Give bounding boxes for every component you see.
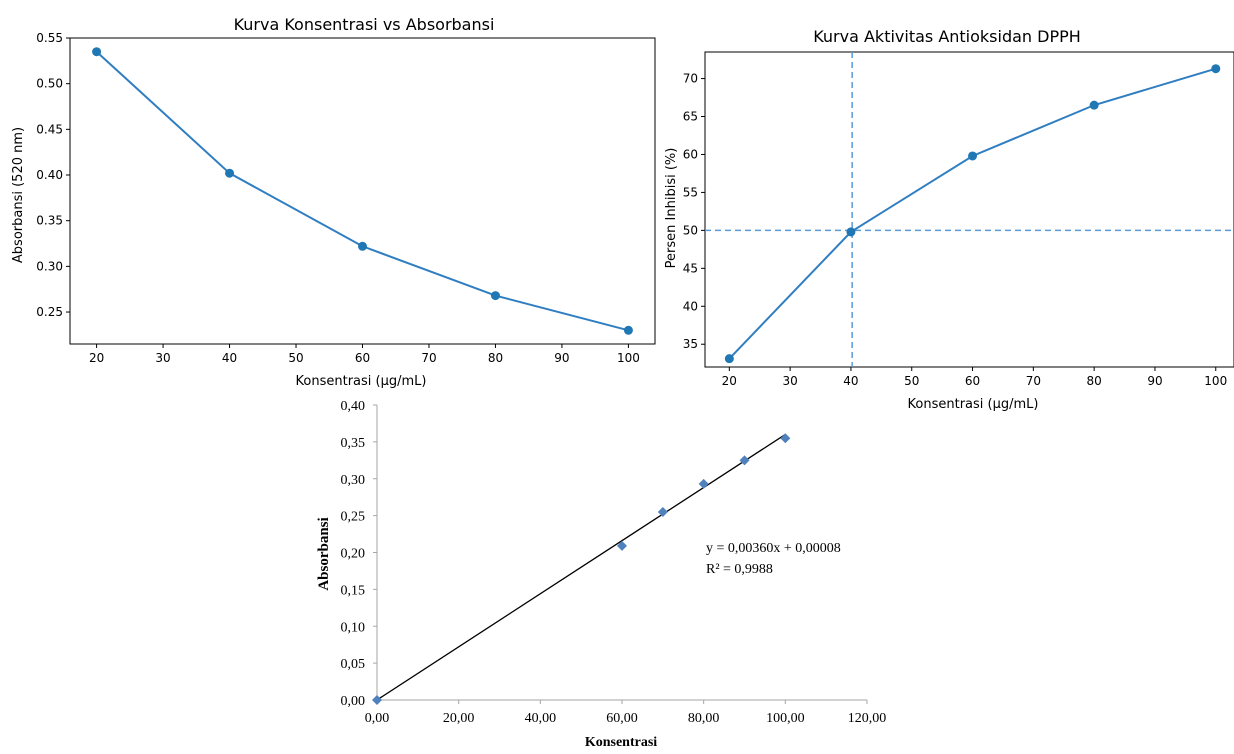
chart3-x-tick-label: 100,00 [766, 711, 805, 726]
chart3-data-point [739, 455, 750, 466]
chart1-x-tick-label: 40 [222, 351, 237, 365]
chart2-x-tick-label: 20 [722, 374, 737, 388]
chart1-series-line [95, 50, 629, 332]
chart2-plot-frame [704, 51, 1234, 368]
chart1-data-point [92, 47, 102, 57]
chart1-y-tick-label: 0.25 [36, 305, 63, 319]
chart3-x-tick-label: 0,00 [365, 711, 390, 726]
chart3-y-tick-label: 0,20 [341, 547, 366, 562]
chart2-y-tick-label: 45 [683, 261, 698, 275]
chart3-equation: y = 0,00360x + 0,00008 [706, 541, 841, 556]
chart3-x-tick-label: 120,00 [848, 711, 887, 726]
chart2-x-tick-label: 80 [1087, 374, 1102, 388]
chart3-y-tick-label: 0,00 [341, 694, 366, 709]
chart2-data-point [846, 227, 856, 237]
chart2-x-tick-label: 50 [904, 374, 919, 388]
chart3-data-point [617, 540, 627, 551]
chart2-x-tick-label: 100 [1204, 374, 1227, 388]
chart3-data-point [698, 478, 709, 489]
chart2-x-tick-label: 30 [782, 374, 797, 388]
chart1-data-point [623, 325, 633, 335]
chart2-data-point [724, 354, 734, 364]
chart1-data-point [358, 241, 367, 251]
chart1-x-tick-label: 20 [89, 351, 104, 365]
chart2-y-tick-label: 60 [683, 147, 698, 161]
chart3-data-point [372, 695, 382, 705]
chart1-ylabel: Absorbansi (520 nm) [11, 127, 26, 263]
chart1-x-tick-label: 100 [617, 351, 640, 365]
chart-calibration-curve: Absorbansi Konsentrasi y = 0,00360x + 0,… [316, 399, 887, 750]
chart1-y-tick-label: 0.30 [36, 259, 63, 273]
chart2-title: Kurva Aktivitas Antioksidan DPPH [813, 27, 1081, 46]
chart-concentration-vs-absorbance: Kurva Konsentrasi vs Absorbansi Absorban… [11, 15, 656, 389]
chart2-y-tick-label: 70 [683, 72, 698, 86]
chart2-x-tick-label: 70 [1026, 374, 1041, 388]
chart2-x-tick-label: 60 [965, 374, 980, 388]
chart1-x-tick-label: 30 [155, 351, 170, 365]
chart2-data-point [1089, 100, 1099, 110]
chart2-y-tick-label: 65 [683, 110, 698, 124]
chart1-x-tick-label: 70 [421, 351, 436, 365]
chart2-y-tick-label: 50 [683, 223, 698, 237]
chart1-title: Kurva Konsentrasi vs Absorbansi [234, 15, 495, 34]
chart3-ylabel: Absorbansi [316, 517, 332, 590]
chart3-y-tick-label: 0,35 [341, 436, 366, 451]
chart1-y-tick-label: 0.50 [36, 77, 63, 91]
chart3-x-tick-label: 40,00 [525, 711, 557, 726]
chart2-series-line [728, 67, 1217, 360]
chart3-y-tick-label: 0,10 [341, 620, 366, 635]
chart1-y-tick-label: 0.40 [36, 168, 63, 182]
chart2-xlabel: Konsentrasi (µg/mL) [908, 397, 1039, 412]
chart1-data-point [490, 291, 500, 301]
chart2-x-tick-label: 40 [843, 374, 858, 388]
chart2-ylabel: Persen Inhibisi (%) [664, 148, 679, 269]
chart1-y-tick-label: 0.45 [36, 122, 63, 136]
chart2-data-point [968, 151, 978, 161]
chart1-x-tick-label: 80 [488, 351, 503, 365]
chart1-y-tick-label: 0.55 [36, 31, 63, 45]
chart2-y-tick-label: 55 [683, 185, 698, 199]
chart1-xlabel: Konsentrasi (µg/mL) [296, 374, 427, 389]
chart1-y-tick-label: 0.35 [36, 214, 63, 228]
chart1-x-tick-label: 90 [554, 351, 569, 365]
chart3-data-point [657, 506, 668, 517]
chart3-y-tick-label: 0,05 [341, 657, 366, 672]
chart2-y-tick-label: 35 [683, 337, 698, 351]
chart3-y-tick-label: 0,25 [341, 510, 366, 525]
chart2-x-tick-label: 90 [1147, 374, 1162, 388]
chart3-x-tick-label: 80,00 [688, 711, 720, 726]
chart3-x-tick-label: 20,00 [443, 711, 475, 726]
chart3-xlabel: Konsentrasi [585, 735, 657, 749]
chart3-y-tick-label: 0,40 [341, 399, 366, 414]
chart2-y-tick-label: 40 [683, 299, 698, 313]
chart1-data-point [225, 168, 235, 178]
chart-dpph-antioxidant: Kurva Aktivitas Antioksidan DPPH Persen … [664, 27, 1234, 412]
chart1-x-tick-label: 50 [288, 351, 303, 365]
chart3-x-tick-label: 60,00 [606, 711, 638, 726]
chart3-y-tick-label: 0,30 [341, 473, 366, 488]
chart1-x-tick-label: 60 [355, 351, 370, 365]
chart2-data-point [1211, 64, 1221, 74]
chart3-y-tick-label: 0,15 [341, 583, 366, 598]
chart3-trendline [376, 433, 786, 701]
chart3-data-point [780, 433, 791, 444]
chart3-r-squared: R² = 0,9988 [706, 562, 773, 577]
chart1-plot-frame [69, 37, 656, 345]
